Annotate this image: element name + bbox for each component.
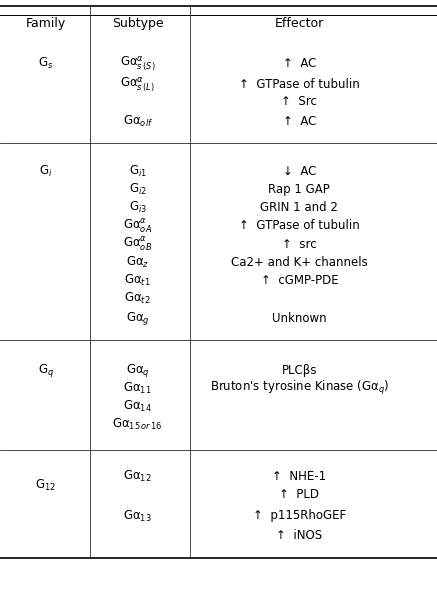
Text: Gα$_{13}$: Gα$_{13}$ xyxy=(123,509,152,523)
Text: G$_{i2}$: G$_{i2}$ xyxy=(128,182,147,197)
Text: Gα$_{olf}$: Gα$_{olf}$ xyxy=(122,114,153,129)
Text: Gα$_g$: Gα$_g$ xyxy=(126,310,149,327)
Text: Gα$_{s\,(S)}^{\alpha}$: Gα$_{s\,(S)}^{\alpha}$ xyxy=(120,54,156,73)
Text: Gα$_{s\,(L)}^{\alpha}$: Gα$_{s\,(L)}^{\alpha}$ xyxy=(120,75,155,95)
Text: Gα$_{14}$: Gα$_{14}$ xyxy=(123,399,152,414)
Text: ↑  PLD: ↑ PLD xyxy=(279,488,319,501)
Text: Ca2+ and K+ channels: Ca2+ and K+ channels xyxy=(231,256,368,269)
Text: Gα$_q$: Gα$_q$ xyxy=(126,362,149,379)
Text: Gα$_{oB}^{\alpha}$: Gα$_{oB}^{\alpha}$ xyxy=(123,236,152,253)
Text: Gα$_{12}$: Gα$_{12}$ xyxy=(123,469,152,484)
Text: Effector: Effector xyxy=(275,16,324,30)
Text: ↑  iNOS: ↑ iNOS xyxy=(276,529,323,542)
Text: Subtype: Subtype xyxy=(112,16,163,30)
Text: Rap 1 GAP: Rap 1 GAP xyxy=(268,183,330,196)
Text: G$_q$: G$_q$ xyxy=(38,362,54,379)
Text: Gα$_{11}$: Gα$_{11}$ xyxy=(123,381,152,396)
Text: ↑  src: ↑ src xyxy=(282,237,317,251)
Text: PLCβs: PLCβs xyxy=(281,364,317,377)
Text: G$_{i3}$: G$_{i3}$ xyxy=(128,200,147,215)
Text: G$_{i1}$: G$_{i1}$ xyxy=(128,164,147,178)
Text: Gα$_{15\,or\,16}$: Gα$_{15\,or\,16}$ xyxy=(112,418,163,432)
Text: G$_s$: G$_s$ xyxy=(38,56,54,71)
Text: ↑  p115RhoGEF: ↑ p115RhoGEF xyxy=(253,509,346,523)
Text: Gα$_{t1}$: Gα$_{t1}$ xyxy=(124,273,151,288)
Text: G$_i$: G$_i$ xyxy=(39,164,52,178)
Text: ↑  NHE-1: ↑ NHE-1 xyxy=(272,470,326,483)
Text: ↑  GTPase of tubulin: ↑ GTPase of tubulin xyxy=(239,78,360,92)
Text: Gα$_{oA}^{\alpha}$: Gα$_{oA}^{\alpha}$ xyxy=(123,217,152,234)
Text: ↑  AC: ↑ AC xyxy=(283,57,316,70)
Text: GRIN 1 and 2: GRIN 1 and 2 xyxy=(260,201,338,214)
Text: Unknown: Unknown xyxy=(272,312,327,325)
Text: ↓  AC: ↓ AC xyxy=(283,164,316,178)
Text: Family: Family xyxy=(26,16,66,30)
Text: ↑  AC: ↑ AC xyxy=(283,115,316,128)
Text: ↑  Src: ↑ Src xyxy=(281,95,317,109)
Text: ↑  cGMP-PDE: ↑ cGMP-PDE xyxy=(260,274,338,287)
Text: Bruton's tyrosine Kinase (Gα$_q$): Bruton's tyrosine Kinase (Gα$_q$) xyxy=(210,379,389,398)
Text: G$_{12}$: G$_{12}$ xyxy=(35,478,56,493)
Text: Gα$_{t2}$: Gα$_{t2}$ xyxy=(125,291,151,306)
Text: Gα$_z$: Gα$_z$ xyxy=(126,255,149,270)
Text: ↑  GTPase of tubulin: ↑ GTPase of tubulin xyxy=(239,219,360,232)
